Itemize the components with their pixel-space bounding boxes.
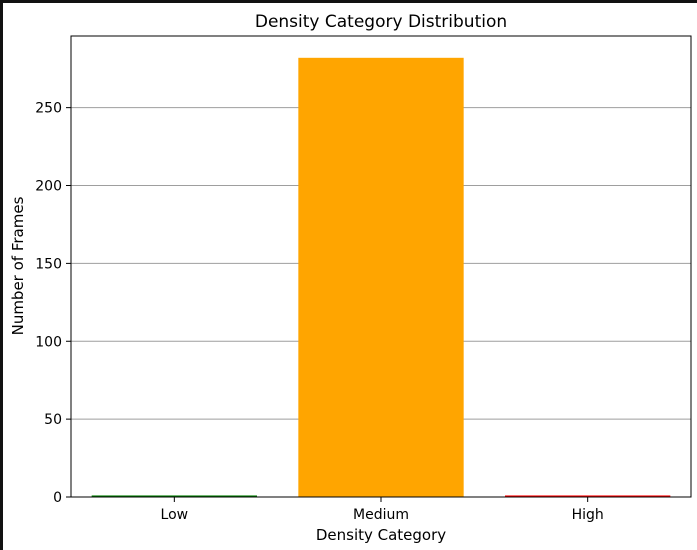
y-tick-label: 0 [53, 490, 62, 506]
y-tick-label: 250 [35, 101, 62, 117]
x-axis-label: Density Category [316, 526, 446, 544]
bar-group [91, 57, 671, 498]
y-axis-ticks: 0 50 100 150 200 250 [35, 101, 71, 506]
y-tick-label: 200 [35, 179, 62, 195]
y-tick-label: 50 [44, 412, 62, 428]
chart-canvas: Density Category Distribution 0 50 100 150 2… [9, 12, 692, 544]
y-tick-label: 100 [35, 334, 62, 350]
x-tick-label: Medium [353, 507, 409, 523]
bar-high [505, 495, 671, 497]
bar-medium [298, 57, 464, 498]
y-axis-label: Number of Frames [9, 196, 27, 335]
bar-low [91, 495, 258, 497]
y-tick-label: 150 [35, 256, 62, 272]
chart-title: Density Category Distribution [255, 12, 507, 32]
x-axis-ticks: Low Medium High [161, 497, 604, 523]
x-tick-label: Low [161, 507, 189, 523]
x-tick-label: High [572, 507, 604, 523]
